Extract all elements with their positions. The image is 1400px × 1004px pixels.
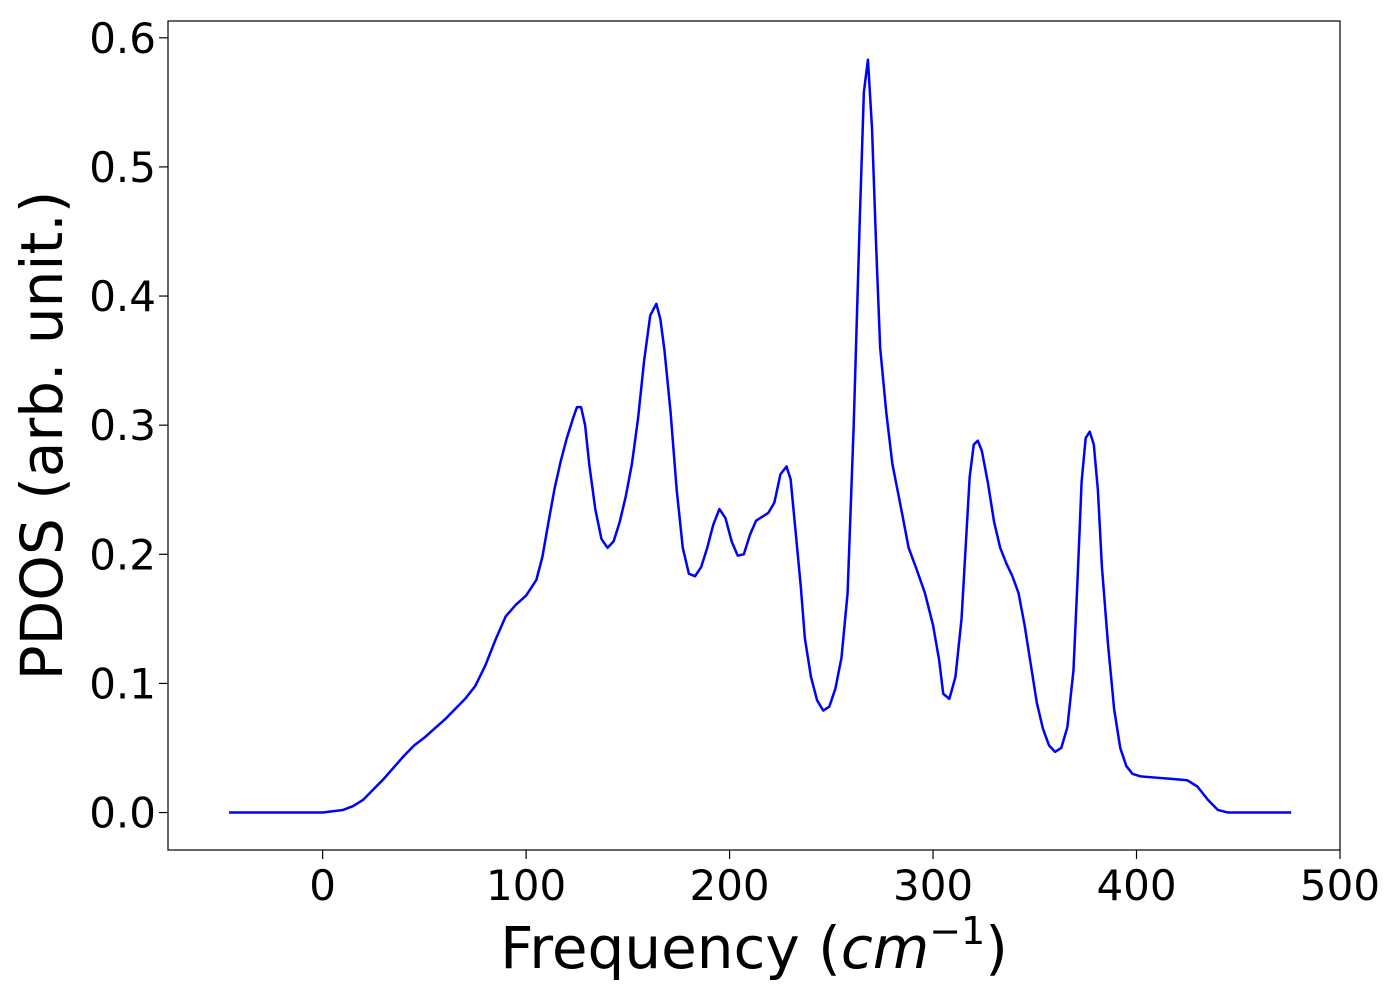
y-tick-label: 0.0: [89, 789, 156, 838]
y-axis-label: PDOS (arb. unit.): [8, 191, 76, 681]
x-tick-label: 100: [486, 861, 566, 910]
x-tick-label: 400: [1096, 861, 1176, 910]
x-axis-label-close: ): [985, 914, 1008, 982]
x-axis-label-main: Frequency (: [500, 914, 841, 982]
plot-area-frame: [167, 20, 1341, 851]
x-axis-label: Frequency (cm−1): [500, 909, 1008, 982]
x-tick-label: 200: [689, 861, 769, 910]
y-tick-label: 0.4: [89, 272, 156, 321]
x-axis: 0 100 200 300 400 500: [309, 850, 1380, 910]
y-tick-label: 0.3: [89, 401, 156, 450]
x-tick-label: 300: [893, 861, 973, 910]
y-tick-label: 0.6: [89, 14, 156, 63]
y-axis: 0.0 0.1 0.2 0.3 0.4 0.5 0.6: [89, 14, 168, 838]
y-tick-label: 0.5: [89, 143, 156, 192]
y-tick-label: 0.1: [89, 659, 156, 708]
x-axis-label-unit: cm: [841, 914, 929, 982]
y-tick-label: 0.2: [89, 530, 156, 579]
x-tick-label: 0: [309, 861, 336, 910]
x-tick-label: 500: [1300, 861, 1380, 910]
x-axis-label-exponent: −1: [929, 909, 985, 953]
pdos-line: [229, 58, 1292, 814]
